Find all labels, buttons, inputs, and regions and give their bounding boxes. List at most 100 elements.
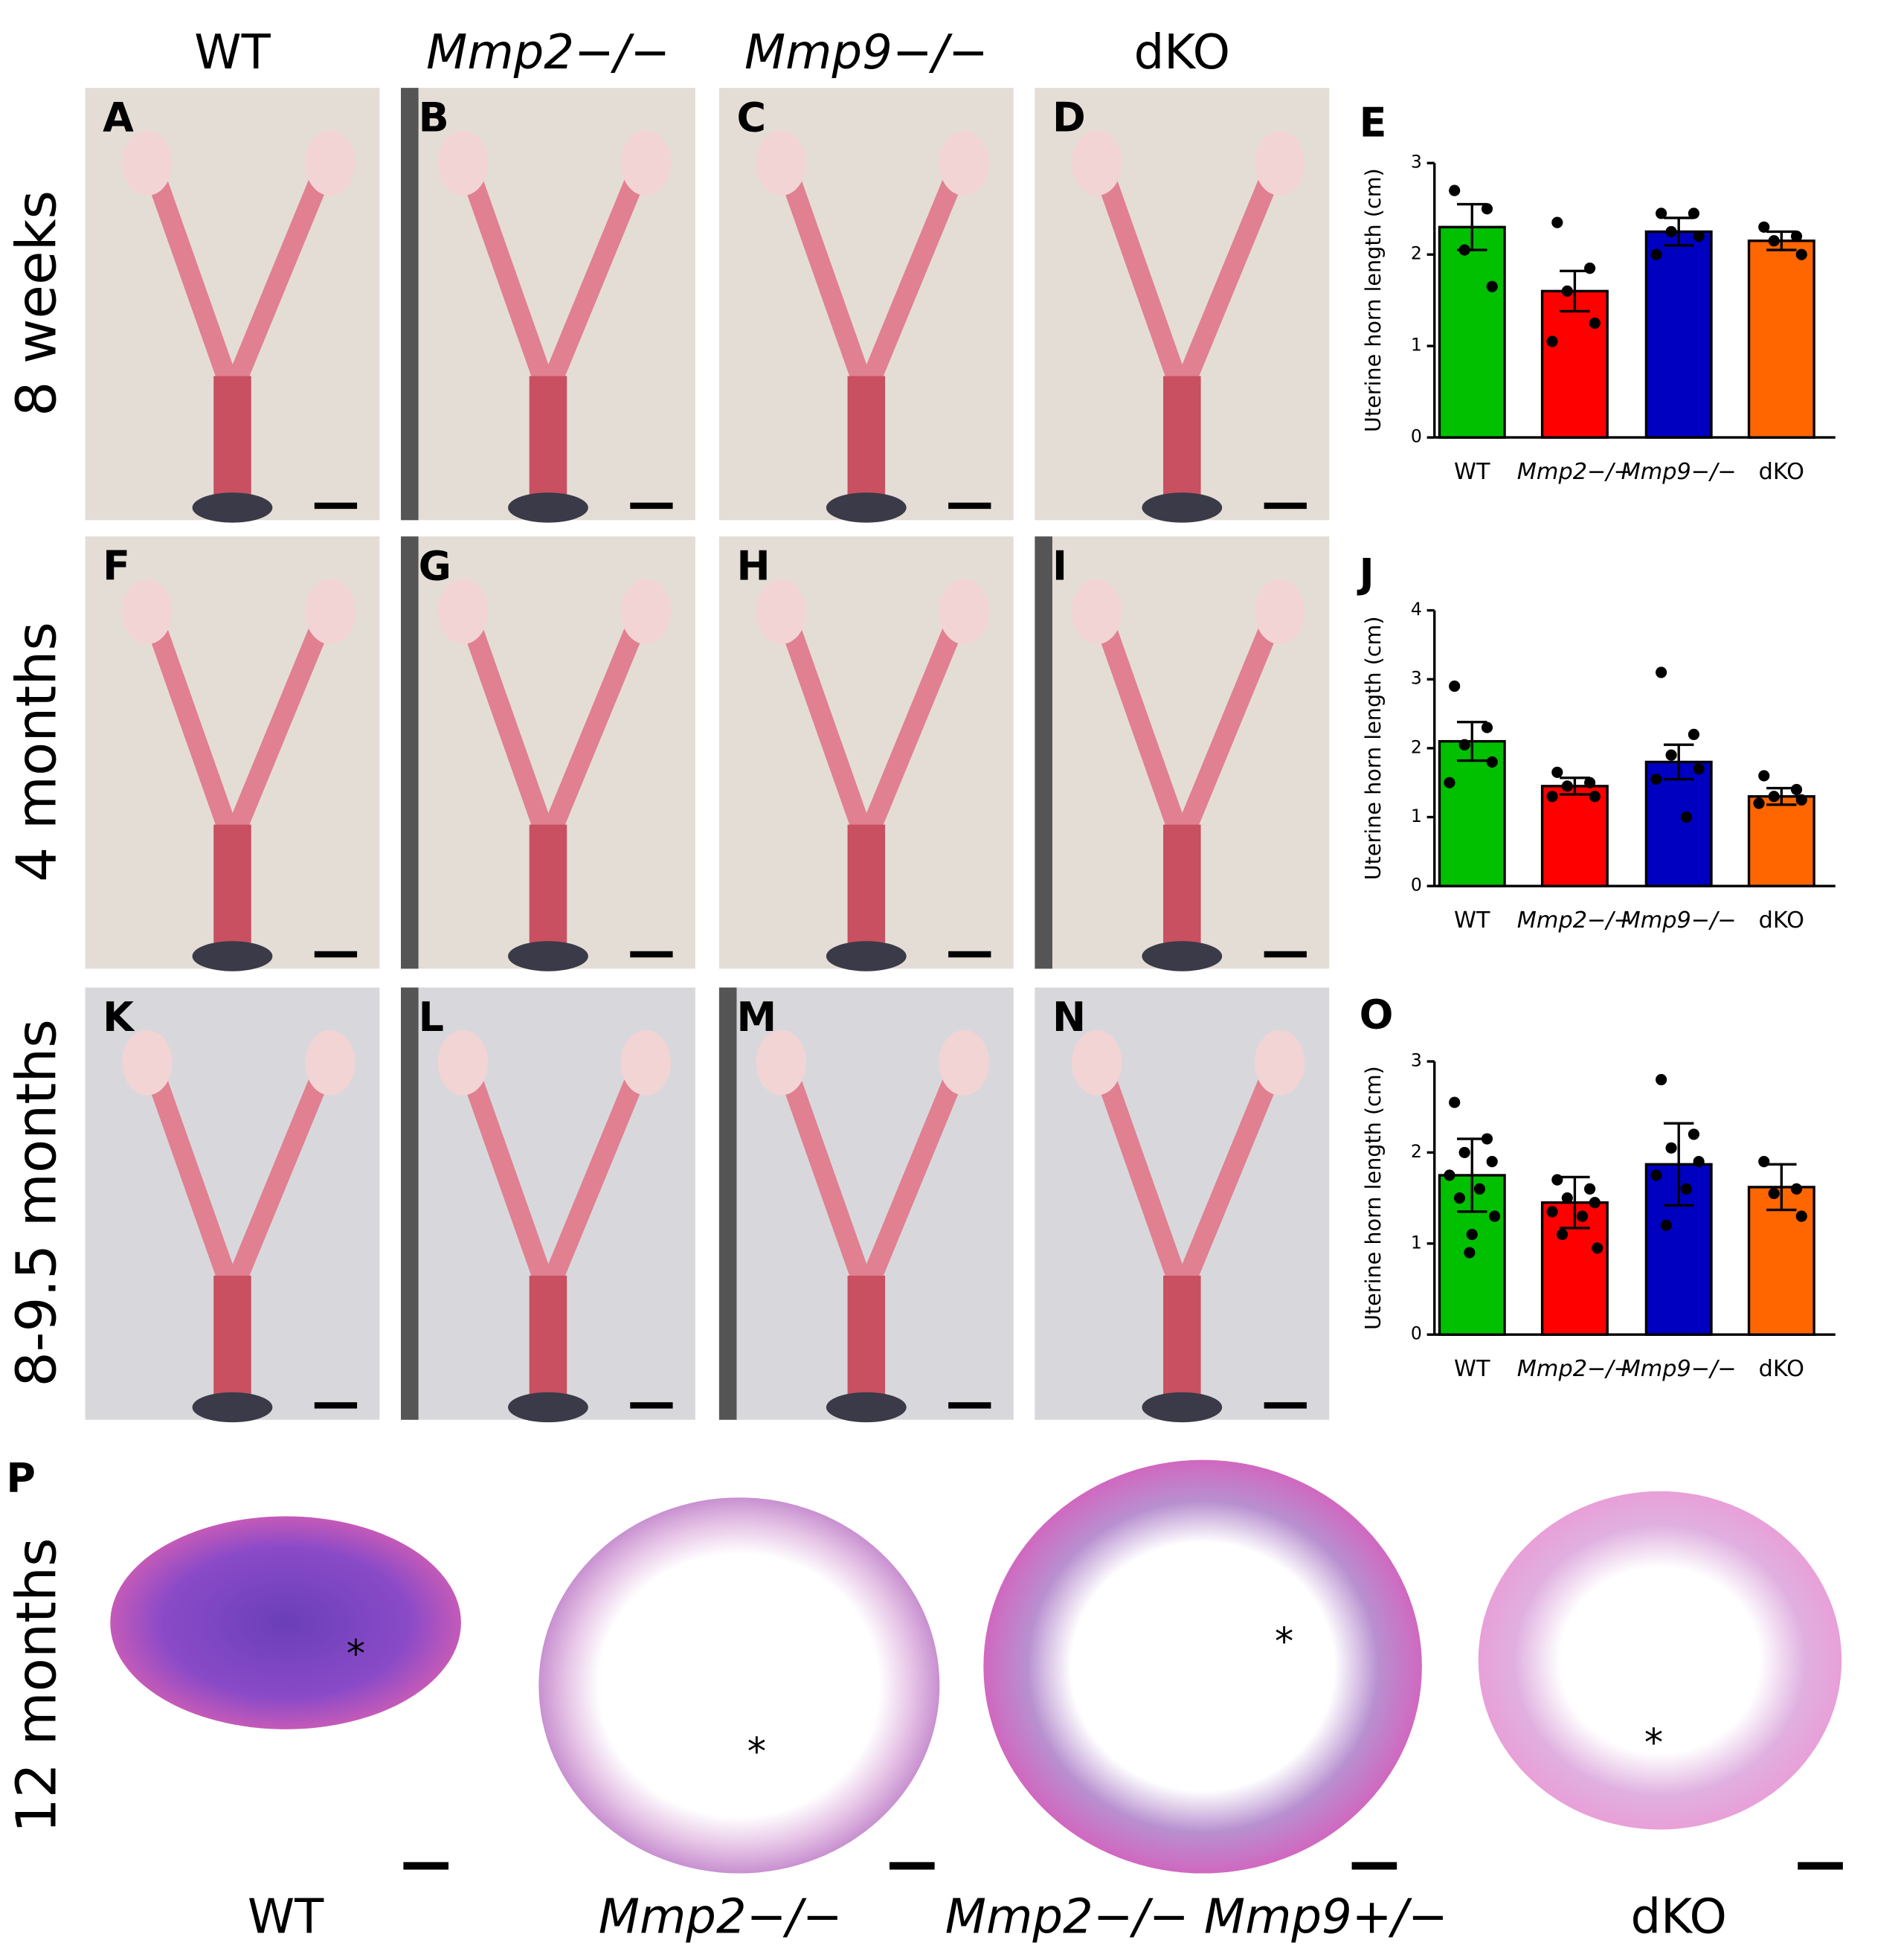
ovary: [122, 579, 173, 645]
lumen-asterisk: *: [1275, 1619, 1293, 1663]
tissue: [508, 1392, 588, 1423]
data-point: [1481, 722, 1493, 733]
photo-panel: [1035, 987, 1330, 1423]
data-point: [1758, 221, 1770, 233]
tissue-section: [1478, 1491, 1842, 1830]
tissue: [192, 941, 273, 971]
bar: [1644, 230, 1713, 439]
row-label: 12 months: [4, 1538, 68, 1833]
data-point: [1546, 791, 1558, 803]
data-point: [1650, 248, 1662, 260]
y-tick-label: 2: [1411, 736, 1422, 757]
ovary: [1072, 579, 1122, 645]
section-label: Mmp2−/− Mmp9+/−: [945, 1889, 1448, 1944]
data-point: [1768, 791, 1780, 803]
data-point: [1768, 235, 1780, 247]
data-point: [1790, 783, 1803, 796]
ovary: [620, 1029, 672, 1096]
ovary: [122, 1029, 173, 1096]
data-point: [1561, 285, 1573, 297]
data-point: [1753, 797, 1765, 809]
data-point: [1449, 1096, 1461, 1108]
x-tick-label: Mmp2−/−: [1517, 1356, 1632, 1382]
scale-bar: [889, 1862, 935, 1870]
x-tick-label: Mmp9−/−: [1621, 1356, 1737, 1382]
data-point: [1486, 1156, 1498, 1168]
scale-bar: [1798, 1862, 1843, 1870]
ovary: [305, 130, 356, 196]
y-tick-label: 3: [1411, 152, 1422, 173]
y-tick-label: 1: [1411, 806, 1422, 826]
panel-letter: H: [736, 543, 770, 590]
scale-bar: [948, 1402, 991, 1409]
data-point: [1546, 335, 1558, 347]
tissue: [826, 941, 907, 971]
x-tick-label: dKO: [1759, 459, 1804, 485]
scale-bar: [948, 502, 991, 510]
tissue: [826, 1392, 907, 1423]
scale-bar: [314, 1402, 358, 1409]
ovary: [1255, 1029, 1305, 1096]
data-point: [1656, 666, 1667, 678]
tissue-section: [538, 1497, 940, 1874]
panel-letter: P: [6, 1455, 36, 1502]
photo-panel: [401, 88, 695, 523]
scale-bar: [630, 951, 673, 958]
data-point: [1656, 1073, 1667, 1086]
panel-letter: M: [736, 994, 776, 1041]
x-tick-label: Mmp2−/−: [1517, 459, 1632, 485]
lumen-asterisk: *: [1644, 1720, 1663, 1764]
scale-bar: [1264, 1402, 1307, 1409]
photo-panel: [85, 987, 380, 1423]
data-point: [1481, 1133, 1493, 1145]
chart-letter: J: [1357, 550, 1374, 597]
data-point: [1561, 780, 1573, 792]
data-point: [1453, 1192, 1466, 1204]
data-point: [1464, 1247, 1476, 1259]
ruler: [401, 987, 419, 1420]
data-point: [1444, 777, 1455, 788]
data-point: [1665, 1142, 1677, 1154]
data-point: [1486, 756, 1498, 768]
chart-letter: E: [1360, 99, 1387, 146]
tissue: [508, 492, 588, 523]
ovary: [1072, 130, 1122, 196]
data-point: [1790, 231, 1803, 242]
data-point: [1551, 1174, 1563, 1186]
panel-letter: C: [736, 94, 766, 141]
data-point: [1551, 766, 1563, 778]
lumen-asterisk: *: [747, 1729, 766, 1773]
y-tick-label: 3: [1411, 668, 1422, 689]
data-point: [1665, 225, 1677, 238]
data-point: [1589, 791, 1601, 803]
panel-letter: A: [103, 94, 134, 141]
data-point: [1561, 1192, 1573, 1204]
ovary: [437, 130, 489, 196]
tissue: [1142, 1392, 1223, 1423]
ovary: [620, 579, 672, 645]
bar: [1438, 225, 1506, 439]
scale-bar: [1264, 951, 1307, 958]
data-point: [1576, 1210, 1589, 1222]
data-point: [1795, 248, 1807, 260]
data-point: [1589, 1197, 1601, 1209]
data-point: [1680, 1183, 1692, 1195]
y-tick-label: 0: [1411, 426, 1422, 447]
data-point: [1473, 1183, 1485, 1195]
y-axis-label: Uterine horn length (cm): [1360, 616, 1386, 880]
data-point: [1449, 184, 1461, 196]
ovary: [620, 130, 672, 196]
data-point: [1546, 1206, 1558, 1218]
ovary: [437, 579, 489, 645]
scale-bar: [630, 502, 673, 510]
data-point: [1584, 263, 1596, 274]
scale-bar: [1351, 1862, 1397, 1870]
data-point: [1693, 763, 1705, 775]
panel-letter: N: [1052, 994, 1086, 1041]
panel-letter: F: [103, 543, 130, 590]
x-tick-label: WT: [1454, 1356, 1490, 1382]
tissue-section: [110, 1516, 461, 1729]
ovary: [756, 579, 806, 645]
data-point: [1449, 680, 1461, 693]
